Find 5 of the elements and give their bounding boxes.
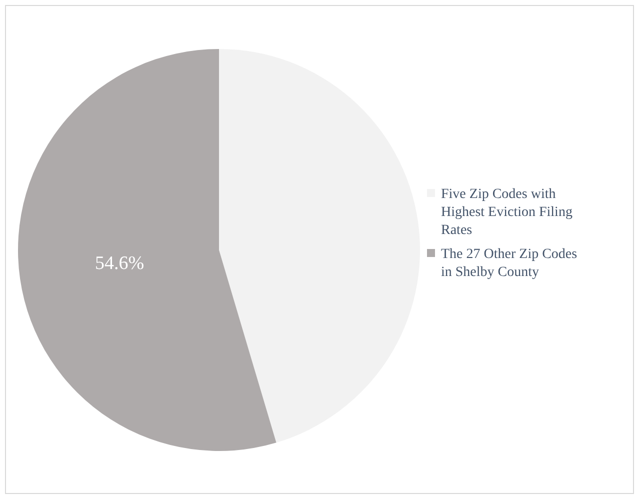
legend-label: The 27 Other Zip Codes in Shelby County: [441, 247, 578, 280]
legend-label: Five Zip Codes with Highest Eviction Filing Rates: [441, 187, 572, 238]
data-label: 54.6%: [95, 252, 144, 274]
pie-slice: [18, 49, 276, 451]
pie-slice: [219, 49, 420, 443]
